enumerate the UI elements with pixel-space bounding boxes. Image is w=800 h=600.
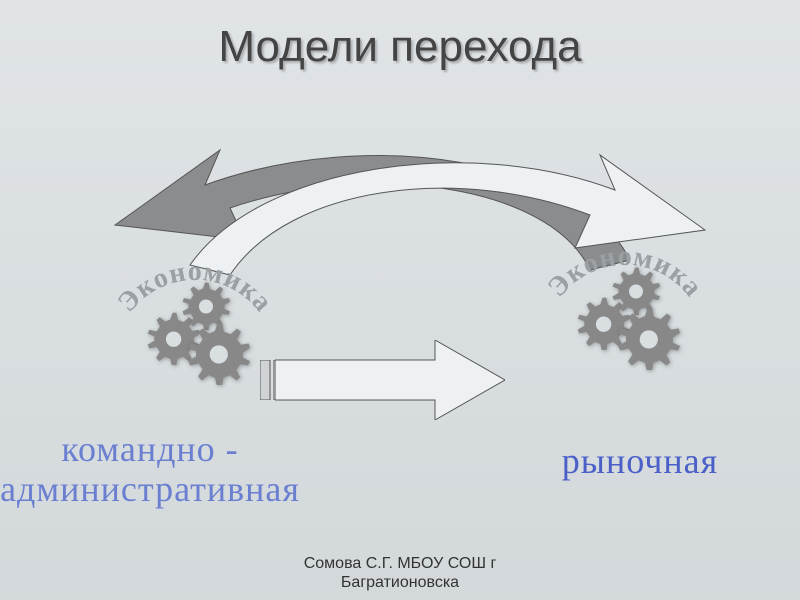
label-command-line1: командно - [61,429,238,469]
econ-right-group: Экономика [525,205,725,385]
label-market: рыночная [530,442,750,482]
footer-line1: Сомова С.Г. МБОУ СОШ г [304,555,497,572]
page-title: Модели перехода [0,22,800,72]
label-command-admin: командно - административная [0,430,320,509]
footer-text: Сомова С.Г. МБОУ СОШ г Багратионовска [0,554,800,592]
label-command-line2: административная [0,469,300,509]
slide: Модели перехода Экономика Экономика [0,0,800,600]
footer-line2: Багратионовска [341,574,459,591]
gear-icon [185,320,250,385]
straight-arrow [275,340,505,420]
gear-cluster-right [575,265,685,365]
gear-cluster-left [145,280,255,380]
gear-icon [615,305,680,370]
